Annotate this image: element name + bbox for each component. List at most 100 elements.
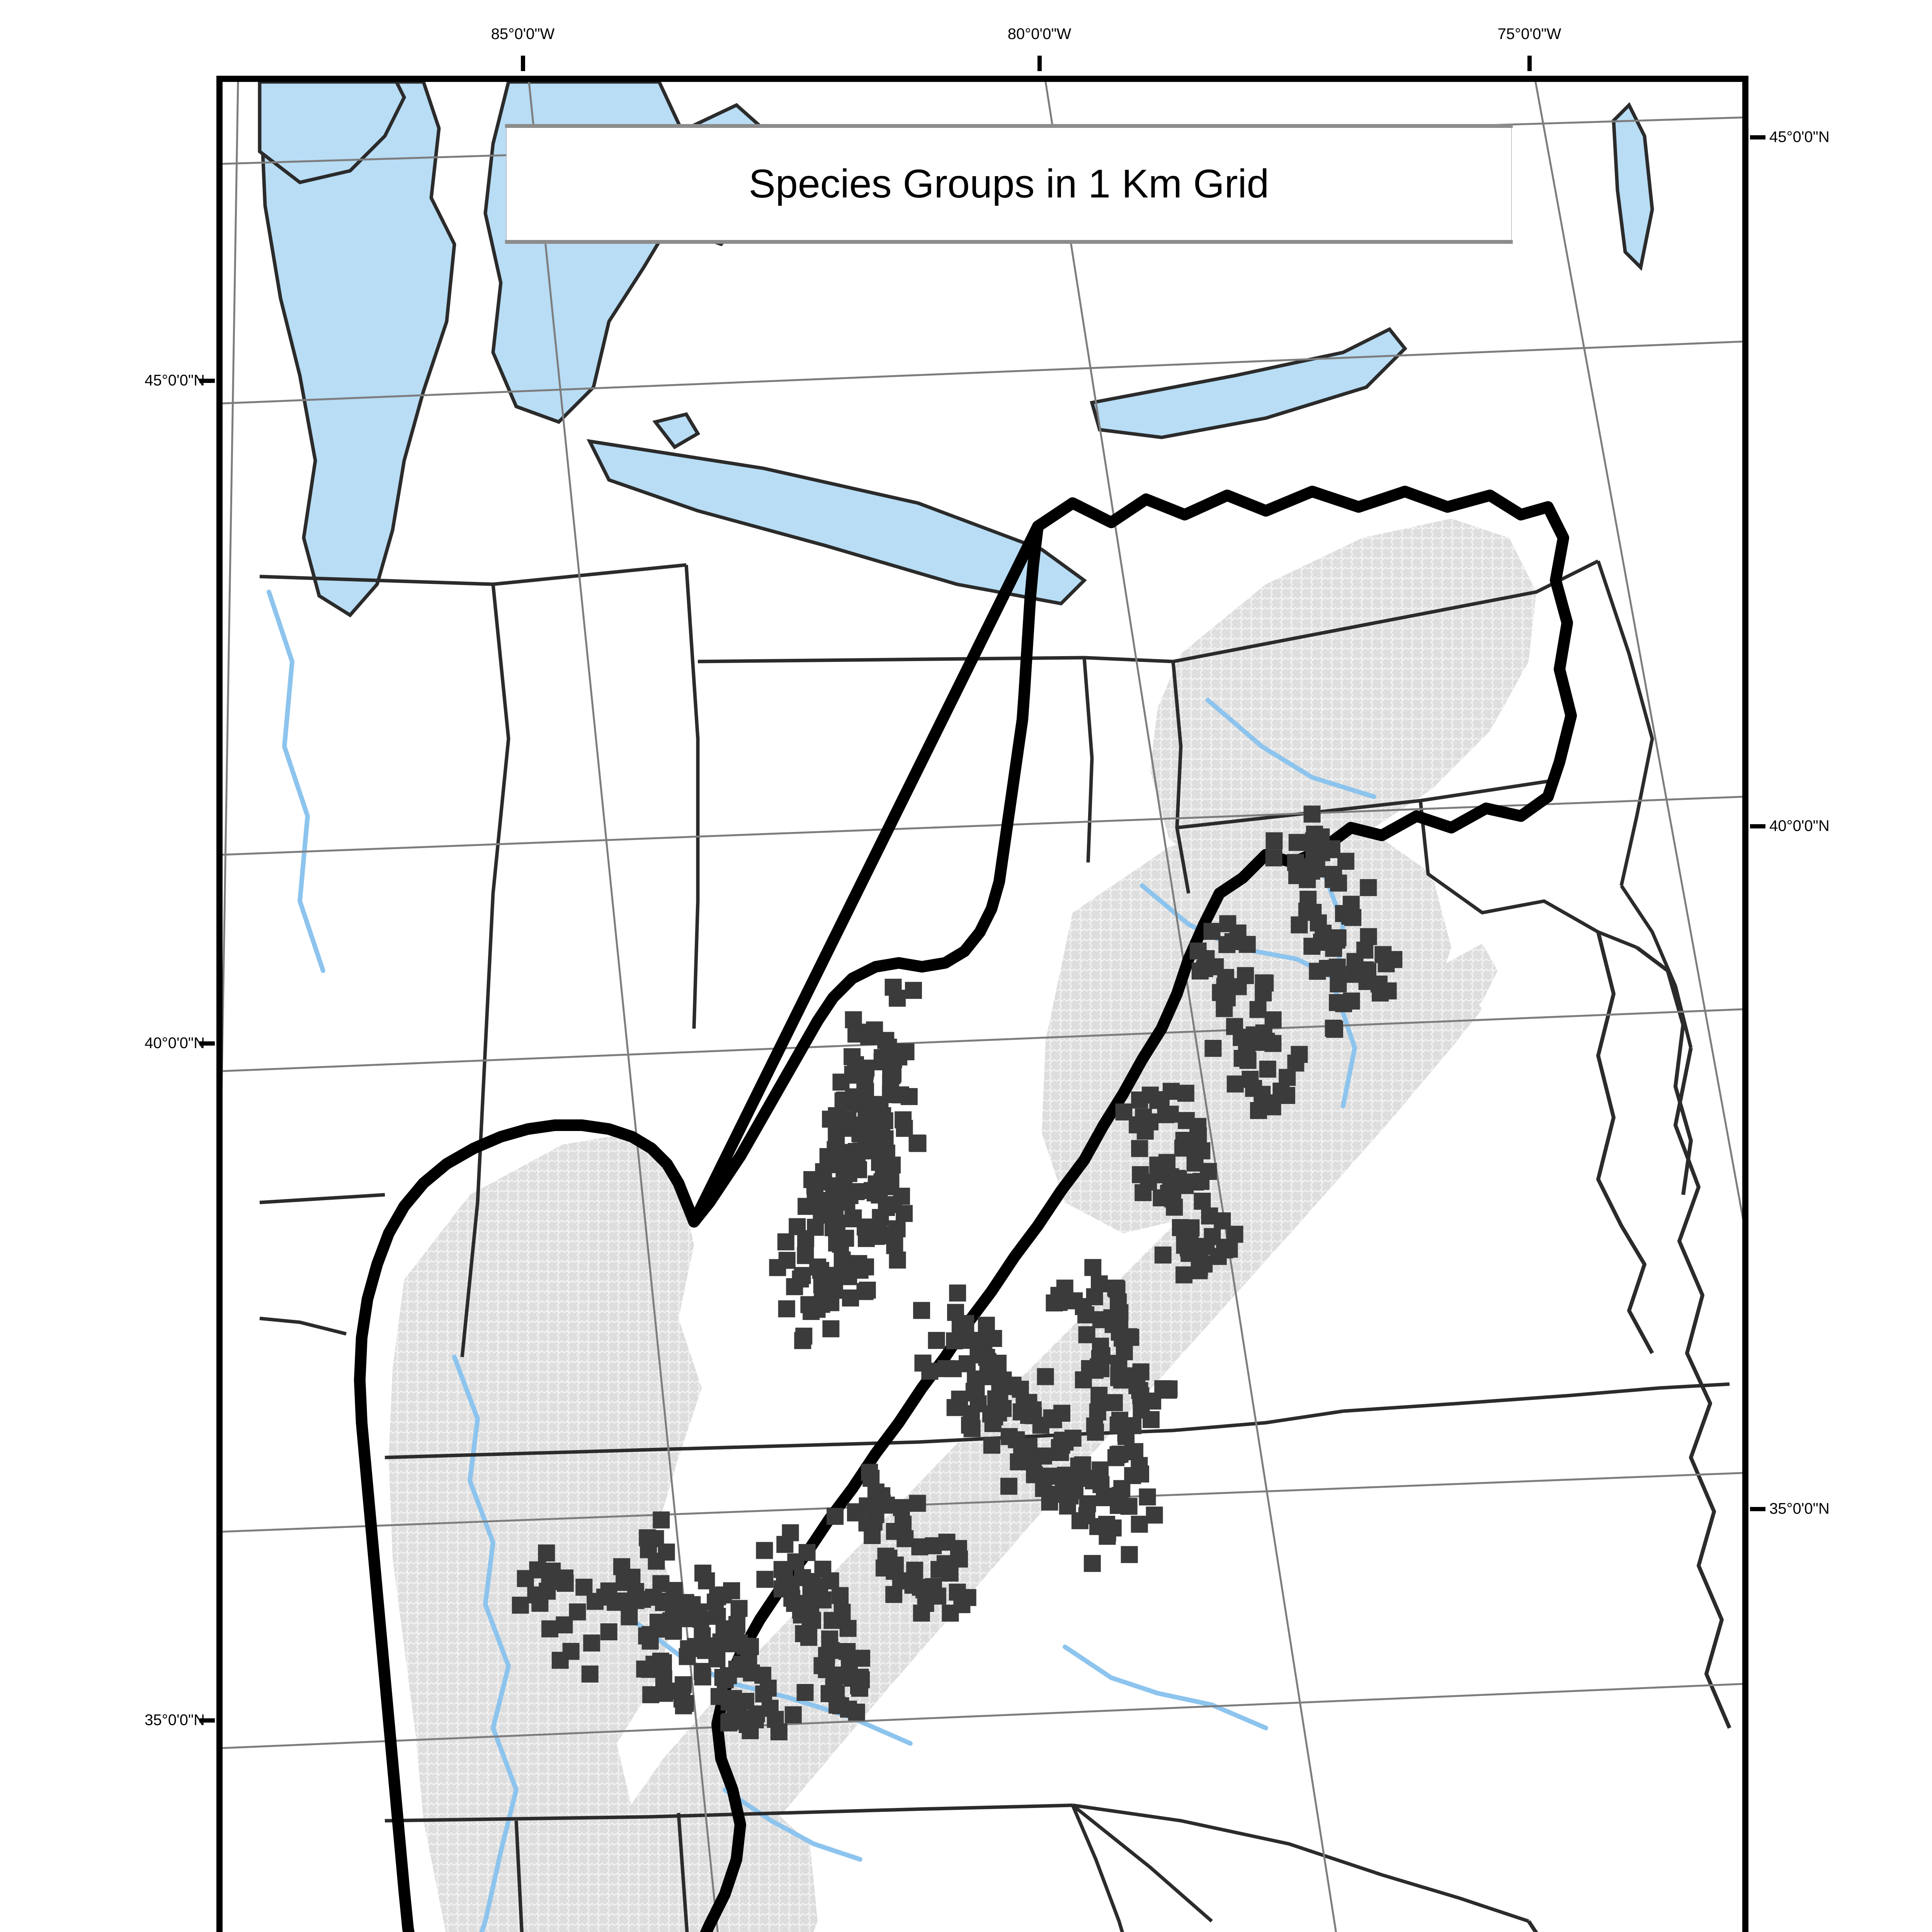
species-point-square[interactable] bbox=[512, 1597, 529, 1614]
species-point-square[interactable] bbox=[851, 1262, 869, 1279]
species-point-square[interactable] bbox=[1041, 1493, 1058, 1511]
species-point-square[interactable] bbox=[1265, 832, 1283, 849]
species-point-square[interactable] bbox=[1010, 1453, 1027, 1471]
species-point-square[interactable] bbox=[839, 1620, 857, 1637]
species-point-square[interactable] bbox=[1071, 1512, 1088, 1529]
species-point-square[interactable] bbox=[878, 1497, 895, 1514]
species-point-square[interactable] bbox=[648, 1553, 665, 1570]
species-point-square[interactable] bbox=[1077, 1306, 1095, 1323]
species-point-square[interactable] bbox=[1086, 1288, 1103, 1305]
species-point-square[interactable] bbox=[1330, 975, 1347, 993]
species-point-square[interactable] bbox=[1090, 1386, 1108, 1404]
species-point-square[interactable] bbox=[1309, 963, 1326, 980]
species-point-square[interactable] bbox=[762, 1700, 779, 1717]
species-point-square[interactable] bbox=[1107, 1449, 1124, 1466]
species-point-square[interactable] bbox=[673, 1690, 690, 1708]
species-point-square[interactable] bbox=[583, 1634, 600, 1652]
species-point-square[interactable] bbox=[1193, 1142, 1211, 1160]
species-point-square[interactable] bbox=[1259, 1060, 1276, 1078]
species-point-square[interactable] bbox=[1026, 1466, 1043, 1483]
species-points-layer[interactable] bbox=[512, 805, 1403, 1740]
species-point-square[interactable] bbox=[665, 1622, 682, 1640]
species-point-square[interactable] bbox=[556, 1616, 573, 1634]
species-point-square[interactable] bbox=[942, 1604, 959, 1622]
species-point-square[interactable] bbox=[796, 1684, 814, 1701]
species-point-square[interactable] bbox=[1131, 1140, 1148, 1157]
species-point-square[interactable] bbox=[941, 1565, 959, 1582]
species-point-square[interactable] bbox=[1025, 1450, 1042, 1468]
species-point-square[interactable] bbox=[1379, 982, 1397, 1000]
species-point-square[interactable] bbox=[1177, 1085, 1194, 1102]
species-point-square[interactable] bbox=[826, 1670, 843, 1687]
species-point-square[interactable] bbox=[1122, 1329, 1139, 1346]
species-point-square[interactable] bbox=[1134, 1184, 1152, 1201]
species-point-square[interactable] bbox=[1087, 1423, 1104, 1441]
species-point-square[interactable] bbox=[1131, 1457, 1148, 1474]
species-point-square[interactable] bbox=[889, 1252, 906, 1269]
species-point-square[interactable] bbox=[778, 1300, 795, 1318]
species-point-square[interactable] bbox=[795, 1625, 812, 1642]
species-point-square[interactable] bbox=[1345, 966, 1363, 983]
species-point-square[interactable] bbox=[1046, 1294, 1063, 1311]
species-point-square[interactable] bbox=[1303, 937, 1321, 955]
species-point-square[interactable] bbox=[913, 1604, 930, 1622]
species-point-square[interactable] bbox=[621, 1608, 638, 1626]
species-point-square[interactable] bbox=[822, 1320, 840, 1337]
species-point-square[interactable] bbox=[1245, 1080, 1262, 1097]
species-point-square[interactable] bbox=[1265, 849, 1282, 867]
species-point-square[interactable] bbox=[1157, 1106, 1174, 1123]
species-point-square[interactable] bbox=[818, 1206, 835, 1224]
species-point-square[interactable] bbox=[541, 1620, 559, 1638]
species-point-square[interactable] bbox=[1189, 1118, 1207, 1135]
species-point-square[interactable] bbox=[842, 1289, 859, 1307]
species-point-square[interactable] bbox=[1131, 1091, 1148, 1109]
species-point-square[interactable] bbox=[909, 1135, 927, 1152]
species-point-square[interactable] bbox=[1335, 905, 1352, 922]
species-point-square[interactable] bbox=[845, 1209, 862, 1226]
species-point-square[interactable] bbox=[859, 1281, 876, 1299]
species-point-square[interactable] bbox=[639, 1529, 656, 1546]
species-point-square[interactable] bbox=[884, 978, 902, 996]
species-point-square[interactable] bbox=[963, 1420, 981, 1437]
species-point-square[interactable] bbox=[562, 1643, 580, 1660]
species-point-square[interactable] bbox=[861, 1464, 878, 1481]
species-point-square[interactable] bbox=[529, 1561, 546, 1578]
species-point-square[interactable] bbox=[1131, 1515, 1148, 1533]
species-point-square[interactable] bbox=[1189, 942, 1207, 960]
species-point-square[interactable] bbox=[878, 1199, 895, 1216]
species-point-square[interactable] bbox=[897, 1043, 915, 1060]
species-point-square[interactable] bbox=[828, 1696, 846, 1714]
species-point-square[interactable] bbox=[776, 1536, 794, 1553]
species-point-square[interactable] bbox=[951, 1390, 968, 1408]
species-point-square[interactable] bbox=[1065, 1476, 1082, 1493]
species-point-square[interactable] bbox=[1204, 1228, 1221, 1245]
species-point-square[interactable] bbox=[756, 1542, 773, 1559]
species-point-square[interactable] bbox=[1111, 1412, 1128, 1429]
species-point-square[interactable] bbox=[847, 1183, 865, 1200]
species-point-square[interactable] bbox=[792, 1602, 809, 1619]
species-point-square[interactable] bbox=[1299, 871, 1316, 888]
species-point-square[interactable] bbox=[1084, 1259, 1102, 1276]
species-point-square[interactable] bbox=[949, 1284, 966, 1302]
species-point-square[interactable] bbox=[1115, 1103, 1133, 1121]
species-point-square[interactable] bbox=[737, 1693, 755, 1710]
species-point-square[interactable] bbox=[1089, 1403, 1106, 1421]
species-point-square[interactable] bbox=[792, 1270, 809, 1287]
species-point-square[interactable] bbox=[1152, 1091, 1170, 1108]
species-point-square[interactable] bbox=[835, 1120, 853, 1137]
species-point-square[interactable] bbox=[979, 1353, 997, 1370]
species-point-square[interactable] bbox=[827, 1508, 844, 1525]
species-point-square[interactable] bbox=[988, 1400, 1005, 1417]
species-point-square[interactable] bbox=[794, 1332, 811, 1349]
map-canvas[interactable] bbox=[223, 82, 1742, 1932]
species-point-square[interactable] bbox=[1192, 1173, 1210, 1190]
species-point-square[interactable] bbox=[756, 1571, 774, 1588]
species-point-square[interactable] bbox=[1298, 903, 1315, 920]
species-point-square[interactable] bbox=[937, 1360, 954, 1377]
species-point-square[interactable] bbox=[925, 1578, 942, 1595]
species-point-square[interactable] bbox=[1252, 1034, 1269, 1051]
species-point-square[interactable] bbox=[885, 1586, 903, 1603]
species-point-square[interactable] bbox=[600, 1623, 617, 1641]
species-point-square[interactable] bbox=[697, 1642, 714, 1659]
species-point-square[interactable] bbox=[857, 1062, 874, 1080]
